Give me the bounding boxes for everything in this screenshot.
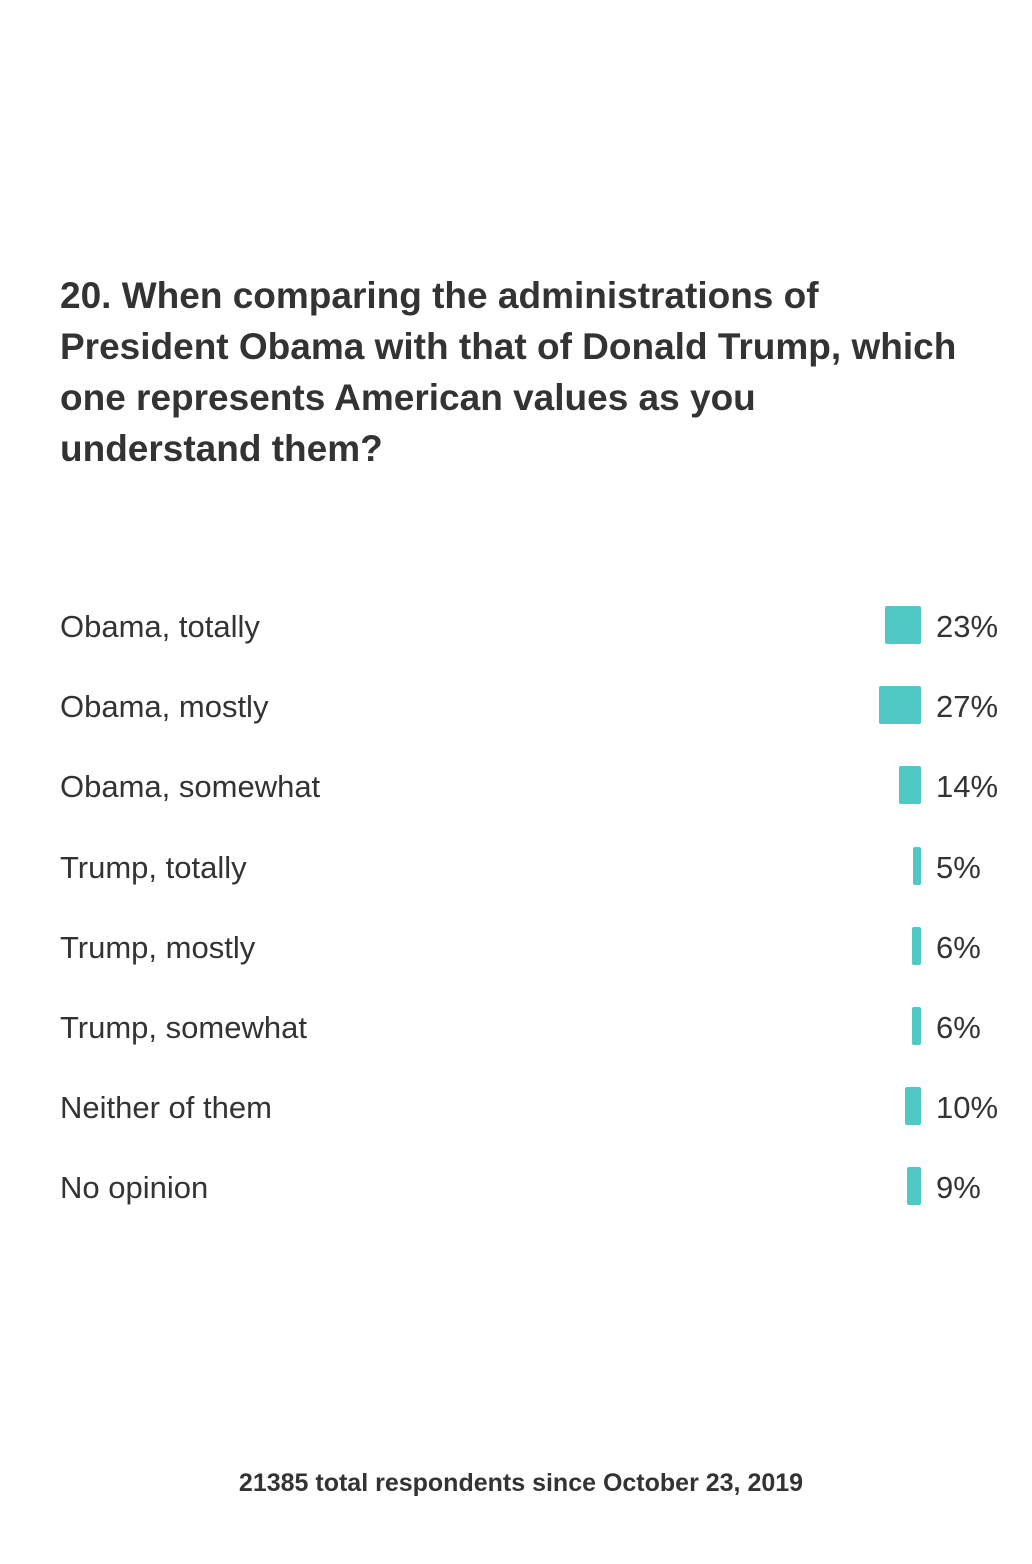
percent-label: 14%: [936, 769, 999, 805]
option-label: Trump, somewhat: [60, 1009, 307, 1045]
result-bar: [899, 766, 921, 805]
option-label: No opinion: [60, 1170, 209, 1206]
option-label: Neither of them: [60, 1090, 272, 1126]
percent-label: 27%: [936, 689, 999, 725]
option-label: Trump, mostly: [60, 929, 256, 965]
percent-label: 23%: [936, 609, 999, 644]
option-label: Obama, somewhat: [60, 769, 321, 805]
result-row: Neither of them 10%: [60, 1068, 1005, 1148]
result-bar: [905, 1087, 921, 1126]
percent-label: 6%: [936, 929, 981, 965]
respondents-count: 21385 total respondents since October 23…: [238, 1469, 804, 1497]
result-bar: [879, 686, 921, 725]
result-row: Obama, totally 23%: [60, 587, 1005, 667]
result-row: Trump, totally 5%: [60, 828, 1005, 908]
result-row: Obama, mostly 27%: [60, 667, 1005, 747]
percent-label: 6%: [936, 1009, 981, 1045]
result-bar: [912, 926, 921, 965]
result-bar: [885, 606, 921, 644]
result-row: Trump, mostly 6%: [60, 908, 1005, 988]
option-label: Obama, mostly: [60, 689, 269, 725]
result-row: No opinion 9%: [60, 1148, 1005, 1228]
result-bar: [912, 1006, 921, 1045]
percent-label: 9%: [936, 1170, 981, 1206]
question-title: 20. When comparing the administrations o…: [60, 275, 957, 469]
option-label: Obama, totally: [60, 609, 260, 644]
option-label: Trump, totally: [60, 849, 247, 885]
result-bar: [913, 846, 921, 885]
result-row: Obama, somewhat 14%: [60, 747, 1005, 827]
result-row: Trump, somewhat 6%: [60, 988, 1005, 1068]
percent-label: 5%: [936, 849, 981, 885]
percent-label: 10%: [936, 1090, 999, 1126]
result-bar: [907, 1167, 921, 1206]
results-chart: Obama, totally 23% Obama, mostly 27% Obama, …: [60, 587, 1005, 1229]
